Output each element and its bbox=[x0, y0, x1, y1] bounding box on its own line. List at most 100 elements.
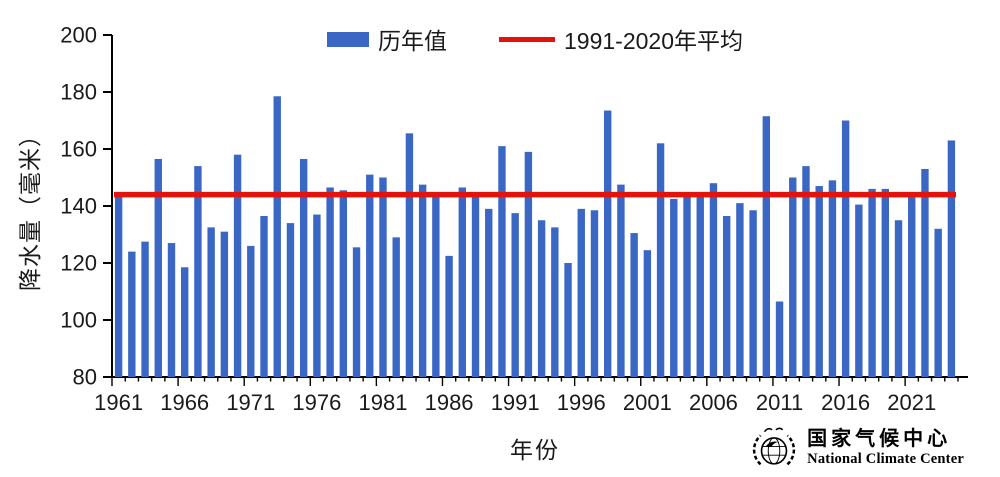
bar-1977 bbox=[326, 187, 334, 377]
bar-2021 bbox=[908, 194, 916, 377]
y-tick-label: 160 bbox=[60, 137, 97, 162]
y-tick-label: 180 bbox=[60, 80, 97, 105]
bar-2022 bbox=[921, 168, 929, 377]
x-tick-label: 1971 bbox=[226, 390, 275, 415]
bar-1999 bbox=[617, 184, 625, 377]
logo-name-cn: 国家气候中心 bbox=[807, 428, 952, 451]
bar-1984 bbox=[418, 184, 427, 377]
legend-series-label: 历年值 bbox=[378, 28, 447, 54]
bar-2010 bbox=[762, 116, 771, 377]
bar-1969 bbox=[220, 231, 229, 377]
x-ticks bbox=[111, 377, 959, 386]
x-tick-label: 2001 bbox=[623, 390, 672, 415]
bar-1961 bbox=[114, 196, 123, 377]
bar-2018 bbox=[868, 188, 876, 377]
logo-name-en: National Climate Center bbox=[807, 451, 964, 468]
bar-1990 bbox=[498, 146, 506, 377]
bar-1970 bbox=[233, 154, 242, 377]
bar-2008 bbox=[736, 203, 744, 377]
bar-1964 bbox=[154, 158, 162, 377]
bar-2003 bbox=[670, 198, 678, 377]
bar-1968 bbox=[207, 227, 215, 377]
bar-2005 bbox=[696, 196, 704, 377]
x-tick-label: 1961 bbox=[94, 390, 143, 415]
x-tick-label: 2006 bbox=[689, 390, 738, 415]
bar-2007 bbox=[722, 215, 731, 377]
bar-1986 bbox=[445, 255, 453, 377]
logo-text: 国家气候中心 National Climate Center bbox=[807, 428, 964, 468]
bar-2019 bbox=[881, 188, 889, 377]
bar-2016 bbox=[841, 120, 850, 377]
bar-1993 bbox=[537, 220, 546, 377]
bar-1988 bbox=[471, 196, 480, 377]
bar-1978 bbox=[339, 190, 348, 377]
x-tick-label: 2016 bbox=[821, 390, 870, 415]
bar-2015 bbox=[828, 180, 837, 377]
legend-item-average: 1991-2020年平均 bbox=[499, 22, 743, 56]
bar-2002 bbox=[656, 143, 665, 377]
globe-emblem-icon bbox=[753, 427, 796, 466]
chart-legend: 历年值 1991-2020年平均 bbox=[112, 22, 958, 56]
bar-1973 bbox=[273, 96, 281, 378]
bar-1966 bbox=[181, 267, 189, 377]
bar-1987 bbox=[458, 187, 466, 377]
bar-1979 bbox=[352, 247, 361, 377]
x-tick-label: 1996 bbox=[557, 390, 606, 415]
x-tick-label: 1981 bbox=[359, 390, 408, 415]
legend-average-label: 1991-2020年平均 bbox=[564, 28, 743, 54]
bar-1962 bbox=[128, 251, 136, 377]
x-tick-label: 2011 bbox=[756, 390, 803, 415]
x-tick-label: 2021 bbox=[887, 390, 936, 415]
bar-1992 bbox=[524, 151, 533, 377]
bar-2023 bbox=[934, 228, 942, 377]
bar-1996 bbox=[577, 208, 585, 377]
x-tick-labels: 1961 1966 1971 1976 1981 1986 1991 1996 2001 2006… bbox=[94, 390, 936, 415]
bar-2004 bbox=[683, 193, 691, 377]
y-tick-label: 100 bbox=[60, 308, 97, 333]
y-tick-labels: 80 100 120 140 160 180 200 bbox=[60, 23, 112, 390]
bar-1997 bbox=[590, 210, 599, 377]
legend-series-swatch bbox=[327, 31, 369, 47]
y-tick-label: 80 bbox=[73, 365, 97, 390]
bar-1972 bbox=[260, 215, 268, 377]
legend-average-swatch bbox=[499, 36, 555, 42]
bar-1994 bbox=[551, 227, 559, 377]
bar-2001 bbox=[643, 250, 652, 377]
y-axis-title: 降水量（毫米） bbox=[17, 123, 43, 291]
bar-1998 bbox=[604, 110, 612, 378]
bar-1995 bbox=[564, 263, 572, 377]
bar-2006 bbox=[709, 183, 718, 377]
bar-2024 bbox=[947, 140, 956, 377]
bar-1981 bbox=[379, 177, 387, 377]
y-tick-label: 120 bbox=[60, 251, 97, 276]
bar-2014 bbox=[815, 186, 823, 377]
bar-1991 bbox=[511, 213, 519, 377]
y-tick-label: 200 bbox=[60, 23, 97, 48]
bar-1965 bbox=[167, 243, 176, 377]
bar-1985 bbox=[432, 196, 440, 377]
x-tick-label: 1966 bbox=[160, 390, 209, 415]
bar-1983 bbox=[405, 133, 414, 377]
x-tick-label: 1991 bbox=[491, 390, 540, 415]
x-tick-label: 1986 bbox=[425, 390, 474, 415]
bar-1963 bbox=[141, 241, 149, 377]
y-tick-label: 140 bbox=[60, 194, 97, 219]
bar-2011 bbox=[775, 301, 784, 377]
bar-2012 bbox=[789, 177, 797, 377]
bar-1967 bbox=[194, 166, 202, 377]
bar-1971 bbox=[247, 245, 255, 377]
bar-2009 bbox=[749, 210, 757, 377]
bars-group bbox=[114, 96, 956, 378]
national-climate-center-logo: 国家气候中心 National Climate Center bbox=[751, 424, 964, 472]
bar-1980 bbox=[366, 174, 374, 377]
bar-1982 bbox=[392, 237, 400, 377]
bar-2020 bbox=[894, 220, 903, 377]
legend-item-series: 历年值 bbox=[327, 22, 447, 56]
bar-1974 bbox=[286, 223, 295, 377]
bar-2013 bbox=[802, 166, 810, 377]
x-axis-title: 年份 bbox=[510, 437, 560, 463]
bar-2017 bbox=[855, 204, 863, 377]
bar-1989 bbox=[485, 208, 493, 377]
